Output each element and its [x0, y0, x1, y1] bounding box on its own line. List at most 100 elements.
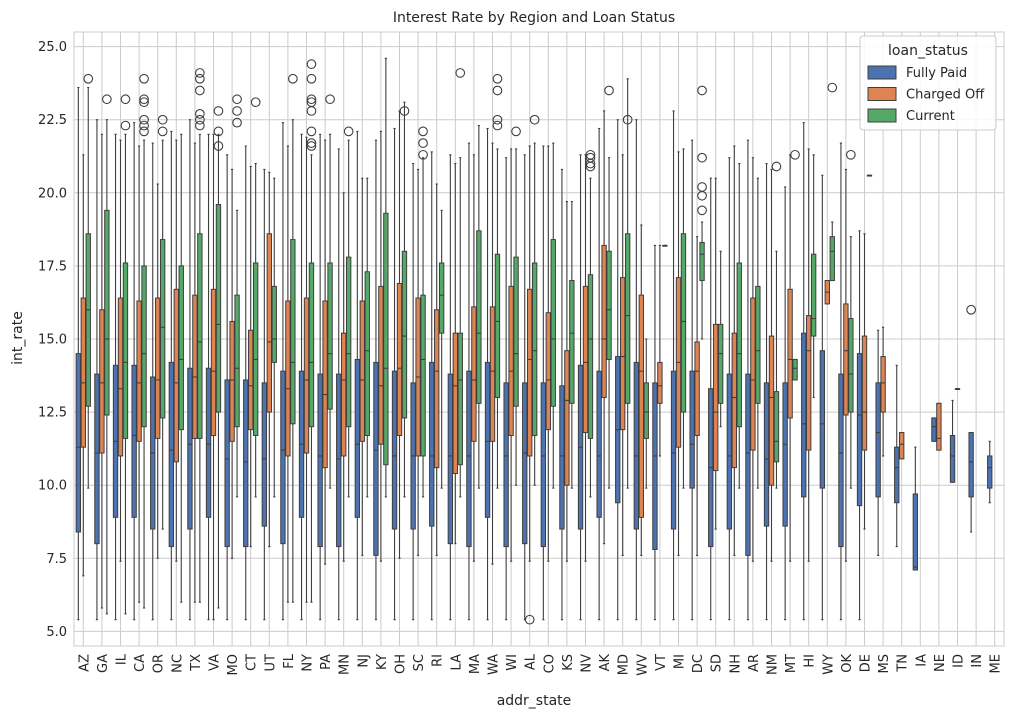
box-iqr	[545, 312, 551, 431]
outlier-point	[306, 138, 317, 148]
box-iqr	[420, 294, 426, 457]
series-group	[83, 57, 873, 615]
outlier-point	[120, 94, 131, 105]
x-tick-label: WY	[821, 654, 836, 675]
legend-entry: Fully Paid	[906, 66, 967, 81]
box-iqr	[633, 361, 640, 530]
box-iqr	[290, 239, 296, 425]
x-tick-label: AZ	[77, 654, 92, 672]
y-axis-label: int_rate	[10, 311, 26, 365]
box-iqr	[94, 373, 100, 545]
outlier-point	[418, 126, 428, 137]
legend: loan_status Fully Paid Charged Off Current	[859, 35, 997, 131]
box-iqr	[80, 297, 86, 448]
outlier-point	[232, 94, 242, 105]
outlier-point	[846, 149, 856, 160]
box-iqr	[643, 382, 649, 439]
y-tick-label: 7.5	[46, 552, 67, 567]
outlier-point	[492, 73, 503, 84]
box-iqr	[205, 367, 212, 518]
legend-entry: Charged Off	[906, 88, 985, 103]
box-iqr	[931, 417, 937, 442]
box-iqr	[968, 432, 974, 498]
x-tick-label: VT	[654, 654, 669, 671]
outlier-point	[827, 82, 838, 93]
series-group	[75, 87, 993, 621]
box-iqr	[322, 300, 328, 469]
outlier-point	[139, 97, 149, 108]
box-iqr	[880, 356, 886, 413]
outlier-point	[492, 114, 503, 125]
box-iqr	[569, 280, 575, 404]
outlier-point	[306, 126, 317, 137]
outlier-point	[697, 152, 707, 163]
x-tick-label: ME	[989, 654, 1004, 673]
box-iqr	[243, 379, 249, 548]
x-tick-label: MT	[784, 654, 799, 673]
box-iqr	[131, 364, 137, 518]
box-iqr	[391, 370, 398, 530]
outlier-point	[697, 205, 707, 216]
x-tick-label: WA	[487, 654, 502, 675]
x-tick-label: AL	[524, 653, 539, 670]
outlier-point	[585, 149, 596, 160]
x-tick-label: AK	[598, 654, 613, 672]
box-iqr	[168, 361, 175, 548]
box-iqr	[396, 282, 403, 436]
box-iqr	[85, 233, 91, 407]
box-iqr	[773, 391, 780, 463]
box-iqr	[819, 350, 826, 489]
x-tick-label: PA	[319, 654, 334, 670]
x-tick-label: VA	[208, 654, 223, 671]
outlier-point	[511, 126, 521, 137]
box-iqr	[680, 233, 687, 413]
box-iqr	[261, 382, 268, 527]
box-iqr	[359, 300, 365, 442]
outlier-point	[195, 114, 205, 125]
outlier-point	[418, 149, 428, 160]
box-iqr	[699, 242, 705, 282]
box-iqr	[564, 350, 570, 486]
x-tick-label: IN	[970, 654, 985, 668]
outlier-point	[139, 126, 149, 137]
box-iqr	[694, 341, 700, 436]
x-tick-labels: AZ GA IL CA OR NC TX VA MO CT UT FL NY PA MN NJ KY OH SC RI…	[77, 653, 1003, 676]
box-iqr	[215, 204, 222, 413]
x-tick-label: NY	[301, 654, 316, 672]
x-tick-label: RI	[431, 654, 446, 667]
outlier-point	[157, 126, 168, 137]
outlier-point	[306, 106, 317, 116]
x-tick-label: WV	[635, 654, 650, 676]
box-iqr	[806, 315, 812, 451]
box-iqr	[829, 236, 835, 282]
box-iqr	[736, 262, 742, 428]
box-iqr	[341, 332, 347, 457]
outlier-point	[343, 126, 354, 137]
x-tick-label: OH	[394, 654, 409, 674]
x-tick-label: NV	[580, 654, 595, 673]
box-iqr	[792, 358, 798, 381]
y-tick-label: 25.0	[38, 40, 67, 55]
box-iqr	[763, 382, 770, 527]
y-tick-label: 10.0	[38, 479, 67, 494]
box-iqr	[527, 288, 533, 457]
box-iqr	[336, 373, 342, 548]
box-iqr	[471, 306, 477, 442]
x-tick-label: NH	[728, 654, 743, 674]
box-iqr	[429, 361, 435, 527]
box-iqr	[354, 358, 361, 518]
outlier-point	[139, 73, 149, 84]
box-iqr	[899, 432, 905, 460]
outlier-point	[524, 614, 535, 625]
outlier-point	[622, 114, 633, 125]
box-iqr	[638, 294, 644, 518]
x-tick-label: NJ	[356, 654, 371, 668]
box-iqr	[875, 382, 881, 498]
x-tick-label: UT	[263, 654, 278, 672]
x-tick-label: GA	[96, 654, 111, 673]
box-iqr	[912, 493, 919, 571]
outlier-point	[306, 97, 317, 108]
box-iqr	[141, 265, 147, 428]
x-tick-label: NC	[170, 654, 185, 673]
outlier-point	[139, 120, 149, 131]
